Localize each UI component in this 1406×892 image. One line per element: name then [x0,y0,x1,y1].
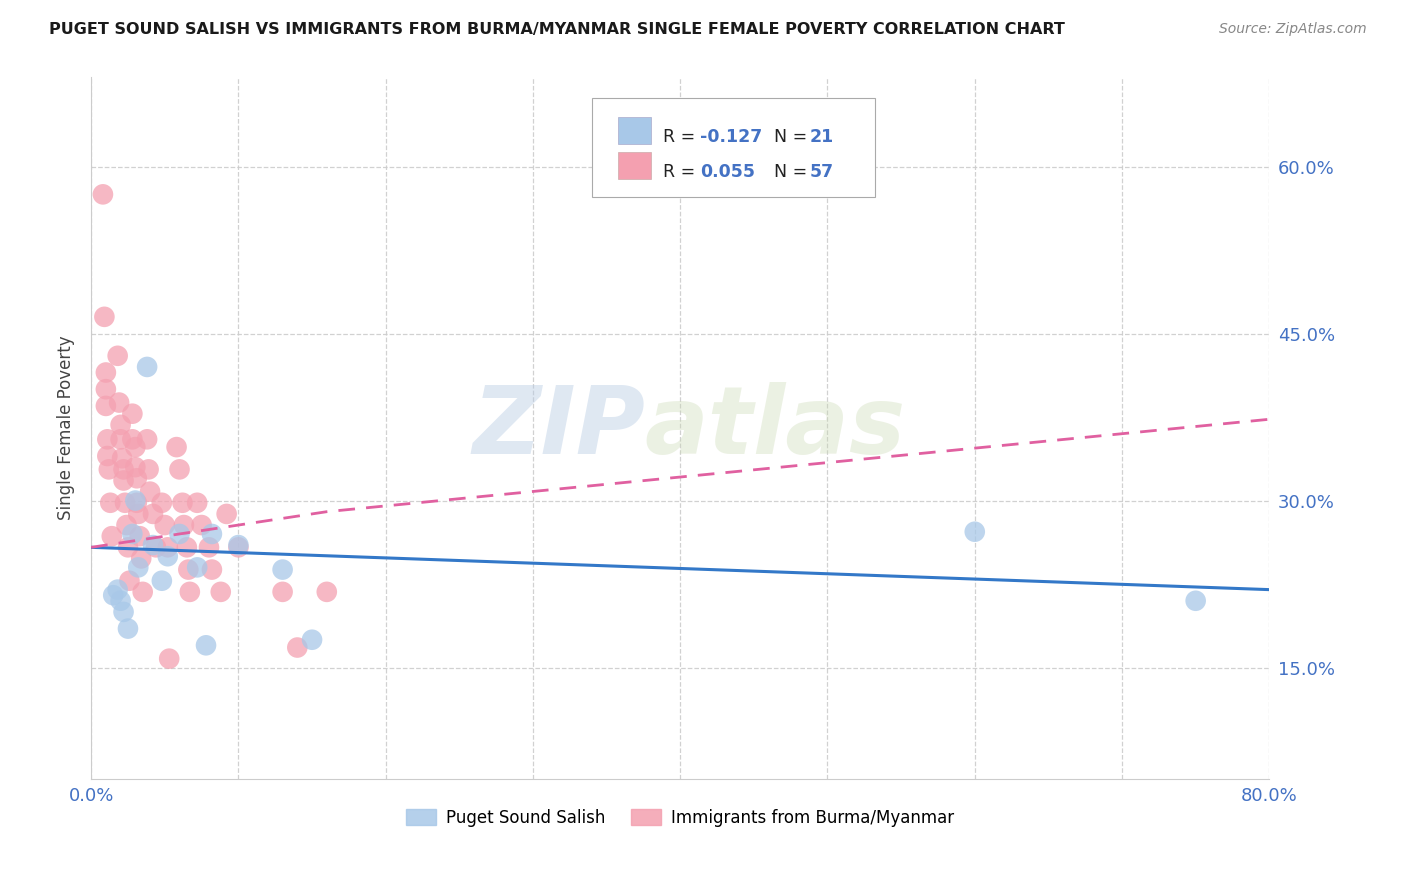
Text: PUGET SOUND SALISH VS IMMIGRANTS FROM BURMA/MYANMAR SINGLE FEMALE POVERTY CORREL: PUGET SOUND SALISH VS IMMIGRANTS FROM BU… [49,22,1066,37]
Point [153,518,176,533]
Point [201,563,224,577]
Point [91,187,114,202]
FancyBboxPatch shape [592,98,875,197]
Point [157,651,180,665]
Point [190,518,212,533]
Point [201,527,224,541]
Point [112,605,135,619]
Point [110,433,132,447]
Point [271,563,294,577]
Text: R =: R = [662,163,700,181]
Point [121,407,143,421]
Point [121,433,143,447]
Point [100,529,122,543]
Point [131,585,153,599]
Point [195,638,218,652]
Point [179,585,201,599]
Text: R =: R = [662,128,700,146]
FancyBboxPatch shape [617,118,651,145]
Point [94,399,117,413]
Point [97,462,120,476]
Point [172,496,194,510]
Point [228,541,250,555]
Point [150,574,173,588]
Point [115,518,138,533]
Point [128,529,150,543]
Point [186,496,208,510]
Point [156,549,179,564]
Point [110,594,132,608]
Point [93,310,115,324]
Text: Source: ZipAtlas.com: Source: ZipAtlas.com [1219,22,1367,37]
Point [215,507,238,521]
Point [150,496,173,510]
Point [963,524,986,539]
Point [114,496,136,510]
Point [301,632,323,647]
Point [112,474,135,488]
Text: -0.127: -0.127 [700,128,762,146]
Point [94,382,117,396]
Point [96,433,118,447]
Point [1184,594,1206,608]
Point [169,527,191,541]
Point [108,395,131,409]
Text: atlas: atlas [645,382,905,475]
Point [209,585,232,599]
Point [142,507,165,521]
Point [136,433,159,447]
Point [96,449,118,463]
Legend: Puget Sound Salish, Immigrants from Burma/Myanmar: Puget Sound Salish, Immigrants from Burm… [399,803,960,834]
Point [142,538,165,552]
Point [107,349,129,363]
Text: ZIP: ZIP [472,382,645,475]
Point [177,563,200,577]
Text: 0.055: 0.055 [700,163,755,181]
Text: 57: 57 [810,163,834,181]
Point [136,359,159,374]
Point [166,440,188,454]
Point [124,460,146,475]
Point [285,640,308,655]
Point [103,588,125,602]
Point [315,585,337,599]
Point [118,574,141,588]
Point [228,538,250,552]
Point [169,462,191,476]
Point [124,493,146,508]
Point [127,560,149,574]
Point [139,484,162,499]
Point [111,451,134,466]
Point [176,541,198,555]
Point [124,440,146,454]
Point [186,560,208,574]
Point [271,585,294,599]
Point [138,462,160,476]
Point [94,366,117,380]
Point [98,496,121,510]
Point [125,471,148,485]
Text: N =: N = [762,163,813,181]
Point [125,496,148,510]
Point [129,551,152,566]
Text: N =: N = [762,128,813,146]
Y-axis label: Single Female Poverty: Single Female Poverty [58,336,75,521]
Point [112,462,135,476]
Point [145,541,167,555]
Point [110,417,132,432]
Point [198,541,221,555]
Point [121,527,143,541]
Point [117,541,139,555]
Point [117,622,139,636]
Point [127,507,149,521]
Point [107,582,129,597]
FancyBboxPatch shape [617,153,651,179]
Point [156,541,179,555]
Point [173,518,195,533]
Text: 21: 21 [810,128,834,146]
